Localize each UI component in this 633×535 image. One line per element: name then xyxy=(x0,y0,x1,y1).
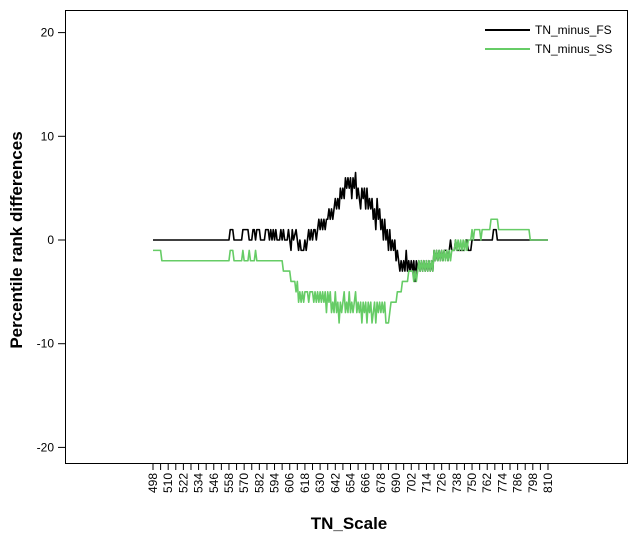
x-tick-label: 594 xyxy=(268,473,282,493)
y-tick-label: 20 xyxy=(41,26,55,40)
x-tick-label: 726 xyxy=(435,473,449,493)
x-tick-label: 810 xyxy=(541,473,555,493)
x-tick-label: 510 xyxy=(161,473,175,493)
x-tick-label: 642 xyxy=(328,473,342,493)
x-tick-label: 666 xyxy=(359,473,373,493)
y-axis: -20 -10 0 10 20 xyxy=(37,26,65,454)
x-tick-label: 798 xyxy=(526,473,540,493)
x-tick-label: 762 xyxy=(480,473,494,493)
x-tick-label: 606 xyxy=(283,473,297,493)
x-tick-label: 630 xyxy=(313,473,327,493)
legend-label-tn-minus-fs: TN_minus_FS xyxy=(535,23,612,37)
y-axis-title: Percentile rank differences xyxy=(7,131,26,348)
x-tick-label: 786 xyxy=(511,473,525,493)
y-tick-label: 10 xyxy=(41,129,55,143)
x-tick-label: 690 xyxy=(389,473,403,493)
legend: TN_minus_FS TN_minus_SS xyxy=(485,23,612,56)
x-tick-label: 546 xyxy=(207,473,221,493)
y-tick-label: -10 xyxy=(37,337,55,351)
x-axis: 498 510 522 534 546 558 570 582 594 606 618 630 642 6… xyxy=(146,464,555,493)
series-layer xyxy=(153,171,548,324)
legend-label-tn-minus-ss: TN_minus_SS xyxy=(535,42,612,56)
x-tick-label: 774 xyxy=(495,473,509,493)
series-line-tn-minus-fs xyxy=(153,171,548,283)
x-tick-label: 678 xyxy=(374,473,388,493)
x-tick-label: 738 xyxy=(450,473,464,493)
x-tick-label: 654 xyxy=(344,473,358,493)
y-tick-label: -20 xyxy=(37,440,55,454)
x-tick-label: 534 xyxy=(192,473,206,493)
x-tick-label: 714 xyxy=(419,473,433,493)
x-axis-title: TN_Scale xyxy=(311,514,388,533)
x-tick-label: 498 xyxy=(146,473,160,493)
x-tick-label: 618 xyxy=(298,473,312,493)
x-tick-label: 582 xyxy=(252,473,266,493)
x-tick-label: 558 xyxy=(222,473,236,493)
x-tick-label: 750 xyxy=(465,473,479,493)
plot-frame xyxy=(65,10,628,464)
series-line-tn-minus-ss xyxy=(153,218,548,324)
x-tick-label: 522 xyxy=(176,473,190,493)
x-tick-label: 570 xyxy=(237,473,251,493)
y-tick-label: 0 xyxy=(47,233,54,247)
x-tick-label: 702 xyxy=(404,473,418,493)
